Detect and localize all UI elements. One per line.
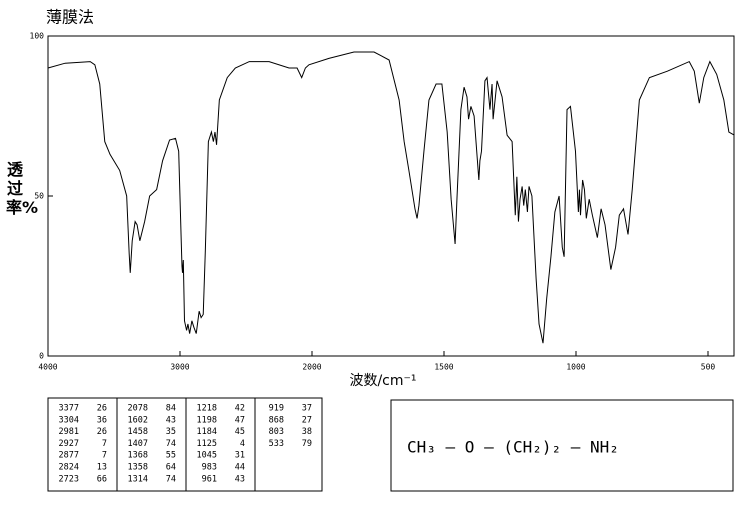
x-tick-label: 500 [701,363,716,372]
x-tick-label: 3000 [170,363,189,372]
x-tick-label: 2000 [302,363,321,372]
peak-wavenumber: 919 [269,404,284,414]
peak-wavenumber: 1045 [197,451,217,461]
peak-wavenumber: 1407 [128,439,148,449]
chart-title: 薄膜法 [46,8,94,27]
y-tick-label: 0 [39,352,44,361]
peak-transmittance: 66 [97,474,107,484]
peak-transmittance: 64 [166,463,176,473]
y-tick-label: 100 [30,32,45,41]
peak-wavenumber: 2078 [128,404,148,414]
peak-wavenumber: 533 [269,439,284,449]
peak-wavenumber: 1358 [128,463,148,473]
peak-wavenumber: 1198 [197,415,217,425]
peak-transmittance: 55 [166,451,176,461]
peak-table-frame [47,397,323,492]
peak-transmittance: 26 [97,427,107,437]
peak-wavenumber: 1125 [197,439,217,449]
peak-wavenumber: 1458 [128,427,148,437]
peak-wavenumber: 803 [269,427,284,437]
structure-frame [390,399,734,492]
peak-wavenumber: 1218 [197,404,217,414]
peak-transmittance: 42 [235,404,245,414]
peak-transmittance: 43 [235,474,245,484]
peak-transmittance: 31 [235,451,245,461]
peak-transmittance: 13 [97,463,107,473]
peak-transmittance: 44 [235,463,245,473]
peak-wavenumber: 961 [202,474,217,484]
peak-transmittance: 38 [302,427,312,437]
peak-wavenumber: 1602 [128,415,148,425]
peak-wavenumber: 1368 [128,451,148,461]
peak-transmittance: 45 [235,427,245,437]
peak-transmittance: 47 [235,415,245,425]
peak-wavenumber: 1184 [197,427,217,437]
peak-transmittance: 27 [302,415,312,425]
peak-transmittance: 84 [166,404,176,414]
y-axis-label: 透过率% [6,160,39,217]
peak-transmittance: 35 [166,427,176,437]
x-axis-label: 波数/cm⁻¹ [349,373,416,389]
peak-transmittance: 7 [102,439,107,449]
peak-transmittance: 37 [302,404,312,414]
spectrum-line [47,51,735,344]
peak-wavenumber: 2927 [59,439,79,449]
peak-transmittance: 79 [302,439,312,449]
peak-wavenumber: 2877 [59,451,79,461]
peak-transmittance: 4 [240,439,245,449]
peak-wavenumber: 2824 [59,463,79,473]
peak-wavenumber: 3377 [59,404,79,414]
peak-wavenumber: 983 [202,463,217,473]
peak-transmittance: 43 [166,415,176,425]
peak-wavenumber: 868 [269,415,284,425]
peak-wavenumber: 2723 [59,474,79,484]
plot-frame [47,35,735,357]
x-tick-label: 1000 [566,363,585,372]
y-tick-label: 50 [34,192,44,201]
peak-transmittance: 36 [97,415,107,425]
x-tick-label: 4000 [38,363,57,372]
structure-formula: CH₃ — O — (CH₂)₂ — NH₂ [407,438,619,457]
peak-wavenumber: 1314 [128,474,148,484]
peak-transmittance: 7 [102,451,107,461]
peak-wavenumber: 2981 [59,427,79,437]
peak-wavenumber: 3304 [59,415,79,425]
x-tick-label: 1500 [434,363,453,372]
peak-transmittance: 74 [166,439,176,449]
peak-transmittance: 74 [166,474,176,484]
peak-transmittance: 26 [97,404,107,414]
